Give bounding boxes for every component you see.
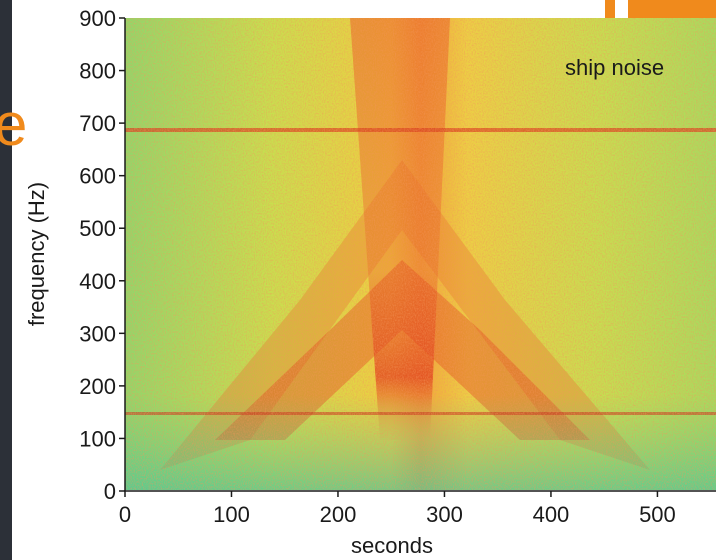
decor <box>628 0 716 22</box>
decor <box>605 0 615 22</box>
spectrogram <box>125 18 716 490</box>
y-tick-label: 0 <box>104 479 116 504</box>
frame <box>0 190 12 560</box>
y-tick-label: 300 <box>79 321 116 346</box>
y-tick-label: 400 <box>79 269 116 294</box>
y-tick-label: 100 <box>79 426 116 451</box>
decor-letter: e <box>0 91 27 158</box>
y-tick-label: 200 <box>79 374 116 399</box>
x-tick-label: 0 <box>119 502 131 527</box>
x-tick-label: 400 <box>533 502 570 527</box>
y-tick-label: 900 <box>79 6 116 31</box>
y-tick-label: 600 <box>79 164 116 189</box>
x-tick-label: 500 <box>639 502 676 527</box>
x-tick-label: 200 <box>320 502 357 527</box>
x-tick-label: 300 <box>426 502 463 527</box>
annotation: ship noise <box>565 55 664 80</box>
y-tick-label: 700 <box>79 111 116 136</box>
x-axis-label: seconds <box>351 533 433 558</box>
y-axis-label: frequency (Hz) <box>24 182 49 326</box>
y-tick-label: 500 <box>79 216 116 241</box>
y-tick-label: 800 <box>79 59 116 84</box>
x-tick-label: 100 <box>213 502 250 527</box>
